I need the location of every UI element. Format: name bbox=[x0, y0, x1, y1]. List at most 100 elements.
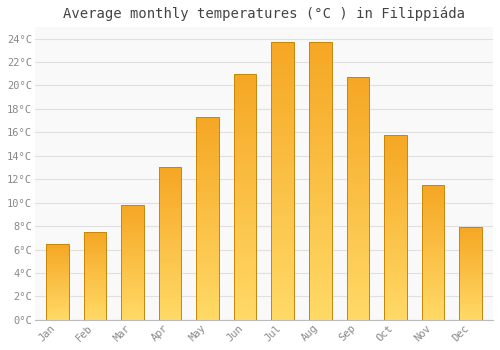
Bar bbox=[196, 307, 219, 310]
Bar bbox=[346, 238, 369, 241]
Bar bbox=[422, 268, 444, 270]
Bar bbox=[158, 181, 181, 183]
Bar bbox=[158, 205, 181, 208]
Bar bbox=[309, 101, 332, 105]
Bar bbox=[196, 191, 219, 193]
Bar bbox=[384, 204, 406, 206]
Bar bbox=[309, 299, 332, 303]
Bar bbox=[422, 229, 444, 231]
Bar bbox=[46, 274, 68, 275]
Bar bbox=[46, 253, 68, 254]
Bar bbox=[234, 249, 256, 252]
Bar bbox=[46, 312, 68, 313]
Bar bbox=[121, 212, 144, 214]
Bar bbox=[346, 268, 369, 271]
Bar bbox=[459, 238, 482, 239]
Bar bbox=[234, 252, 256, 255]
Bar bbox=[121, 225, 144, 226]
Bar bbox=[234, 141, 256, 145]
Bar bbox=[46, 270, 68, 271]
Bar bbox=[459, 279, 482, 281]
Bar bbox=[46, 283, 68, 284]
Bar bbox=[196, 142, 219, 145]
Bar bbox=[84, 256, 106, 257]
Bar bbox=[384, 297, 406, 299]
Bar bbox=[459, 284, 482, 285]
Bar bbox=[84, 280, 106, 281]
Bar bbox=[121, 317, 144, 318]
Bar bbox=[309, 216, 332, 219]
Bar bbox=[84, 268, 106, 270]
Bar bbox=[121, 226, 144, 228]
Bar bbox=[84, 261, 106, 262]
Bar bbox=[84, 317, 106, 318]
Bar bbox=[84, 289, 106, 290]
Bar bbox=[158, 209, 181, 211]
Bar bbox=[46, 306, 68, 307]
Bar bbox=[272, 275, 294, 278]
Bar bbox=[158, 217, 181, 219]
Bar bbox=[158, 314, 181, 316]
Bar bbox=[422, 264, 444, 266]
Bar bbox=[459, 231, 482, 232]
Bar bbox=[272, 191, 294, 195]
Bar bbox=[384, 313, 406, 315]
Bar bbox=[121, 237, 144, 238]
Bar bbox=[309, 191, 332, 195]
Bar bbox=[196, 282, 219, 285]
Bar bbox=[422, 185, 444, 320]
Bar bbox=[84, 271, 106, 272]
Bar bbox=[196, 137, 219, 140]
Bar bbox=[384, 218, 406, 220]
Bar bbox=[384, 274, 406, 276]
Bar bbox=[422, 312, 444, 313]
Bar bbox=[234, 286, 256, 289]
Bar bbox=[234, 129, 256, 132]
Bar bbox=[158, 261, 181, 263]
Bar bbox=[196, 279, 219, 282]
Bar bbox=[384, 318, 406, 320]
Bar bbox=[346, 287, 369, 289]
Bar bbox=[196, 305, 219, 307]
Bar bbox=[158, 173, 181, 175]
Bar bbox=[272, 115, 294, 118]
Bar bbox=[158, 289, 181, 291]
Bar bbox=[121, 301, 144, 303]
Bar bbox=[384, 139, 406, 142]
Bar bbox=[196, 287, 219, 289]
Bar bbox=[234, 237, 256, 240]
Bar bbox=[422, 283, 444, 285]
Bar bbox=[196, 175, 219, 178]
Bar bbox=[234, 304, 256, 308]
Bar bbox=[459, 283, 482, 284]
Bar bbox=[84, 298, 106, 299]
Bar bbox=[121, 284, 144, 286]
Bar bbox=[84, 241, 106, 242]
Bar bbox=[309, 80, 332, 84]
Bar bbox=[422, 295, 444, 296]
Bar bbox=[121, 274, 144, 275]
Bar bbox=[84, 273, 106, 274]
Bar bbox=[422, 280, 444, 281]
Bar bbox=[346, 171, 369, 174]
Bar bbox=[384, 206, 406, 209]
Bar bbox=[272, 223, 294, 226]
Bar bbox=[46, 289, 68, 290]
Bar bbox=[422, 307, 444, 308]
Bar bbox=[196, 168, 219, 170]
Bar bbox=[309, 136, 332, 139]
Bar bbox=[422, 308, 444, 310]
Bar bbox=[46, 318, 68, 319]
Bar bbox=[84, 290, 106, 291]
Bar bbox=[309, 118, 332, 122]
Bar bbox=[309, 157, 332, 160]
Bar bbox=[196, 239, 219, 241]
Bar bbox=[158, 198, 181, 200]
Bar bbox=[234, 271, 256, 274]
Bar bbox=[196, 173, 219, 175]
Bar bbox=[272, 233, 294, 237]
Bar bbox=[196, 125, 219, 127]
Bar bbox=[422, 254, 444, 256]
Bar bbox=[346, 289, 369, 293]
Bar bbox=[309, 181, 332, 184]
